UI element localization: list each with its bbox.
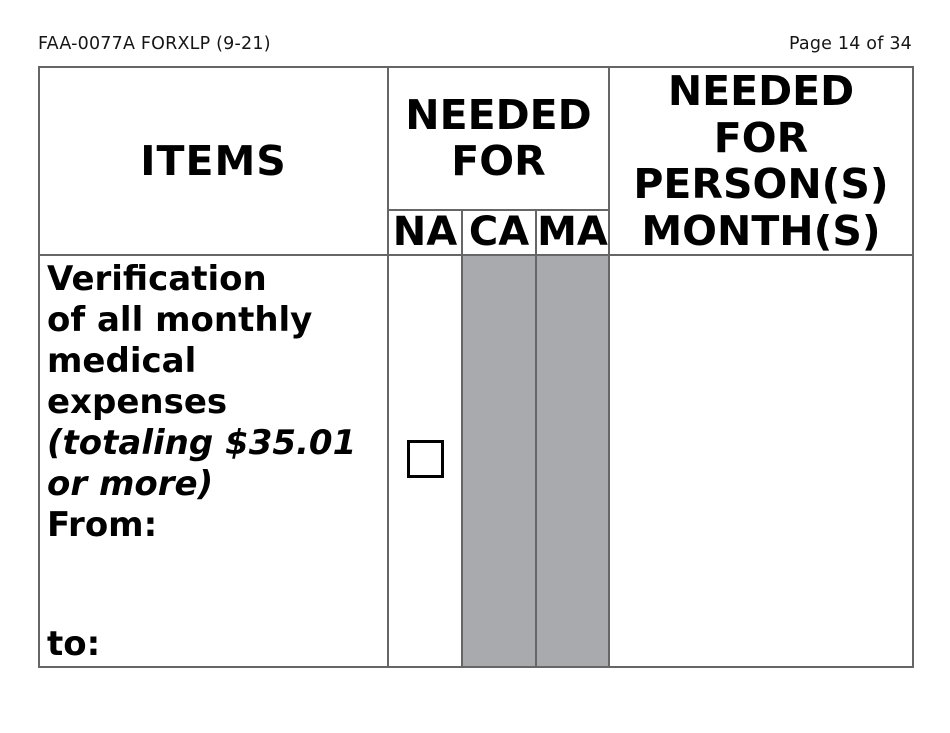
needed-for-line: NEEDED bbox=[405, 91, 592, 140]
item-note-line: (totaling $35.01 bbox=[47, 423, 357, 463]
needed-for-persons-line: MONTH(S) bbox=[641, 206, 881, 255]
na-checkbox-cell bbox=[387, 254, 463, 668]
page-header: FAA-0077A FORXLP (9-21) Page 14 of 34 bbox=[38, 34, 912, 54]
column-header-needed-for-persons-months: NEEDED FOR PERSON(S) MONTH(S) bbox=[608, 66, 915, 256]
page-indicator: Page 14 of 34 bbox=[788, 34, 912, 54]
from-label: From: bbox=[47, 505, 158, 545]
column-header-items: ITEMS bbox=[38, 66, 389, 256]
ma-disabled-cell bbox=[534, 254, 611, 668]
column-header-needed-for: NEEDED FOR bbox=[386, 66, 611, 211]
item-title-line: expenses bbox=[47, 382, 228, 422]
needed-for-persons-line: FOR bbox=[713, 113, 809, 162]
to-label: to: bbox=[47, 624, 101, 664]
form-number-label: FAA-0077A FORXLP (9-21) bbox=[38, 34, 271, 54]
item-title-line: Verification bbox=[47, 259, 267, 299]
needed-for-value-cell bbox=[608, 254, 915, 668]
items-table: ITEMS NEEDED FOR NEEDED FOR PERSON(S) MO… bbox=[38, 66, 915, 668]
needed-for-persons-line: NEEDED bbox=[667, 67, 855, 115]
na-checkbox[interactable] bbox=[406, 440, 444, 478]
column-header-na: NA bbox=[387, 208, 463, 257]
ca-disabled-cell bbox=[461, 254, 537, 668]
item-note-line: or more) bbox=[47, 464, 214, 504]
item-title-line: of all monthly bbox=[47, 300, 313, 340]
item-description-cell: Verification of all monthly medical expe… bbox=[38, 254, 389, 668]
column-header-ca: CA bbox=[461, 208, 537, 257]
column-header-ma: MA bbox=[534, 208, 611, 257]
needed-for-line: FOR bbox=[451, 137, 546, 186]
needed-for-persons-line: PERSON(S) bbox=[633, 160, 889, 208]
item-title-line: medical bbox=[47, 341, 197, 381]
